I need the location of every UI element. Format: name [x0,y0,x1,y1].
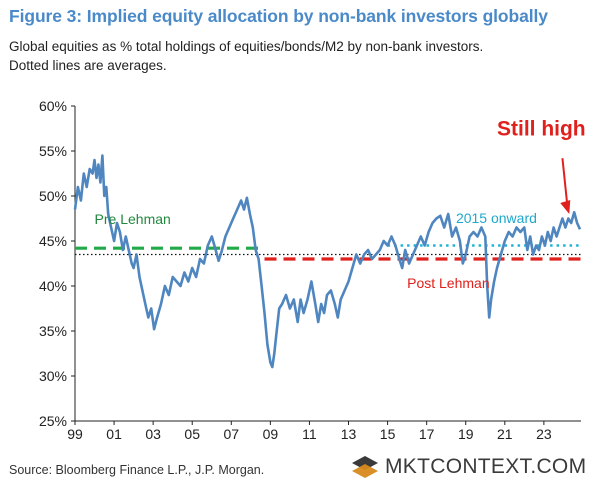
still-high-arrow-head [560,200,571,214]
subtitle-line-1: Global equities as % total holdings of e… [9,39,484,54]
series-layer [73,154,582,369]
x-tick-label: 01 [106,426,122,442]
x-tick-label: 17 [419,426,435,442]
mktcontext-logo: MKTCONTEXT.COM [351,455,586,479]
x-tick-label: 99 [67,426,83,442]
y-tick-label: 45% [39,233,67,249]
figure-title: Figure 3: Implied equity allocation by n… [9,6,548,26]
y-tick-label: 60% [39,98,67,114]
y-tick-label: 30% [39,368,67,384]
y-tick-label: 40% [39,278,67,294]
x-tick-label: 05 [184,426,200,442]
chart-axes: 25% 30% 35% 40% 45% 50% 55% 60% 99 01 03 05 07 09 11 13… [39,98,581,442]
mktcontext-logo-icon [352,456,378,478]
pre-lehman-label: Pre Lehman [95,211,171,227]
source-note: Source: Bloomberg Finance L.P., J.P. Mor… [9,463,265,477]
x-tick-label: 07 [224,426,240,442]
chart-labels: Pre Lehman Post Lehman 2015 onward Still hi… [95,118,586,291]
x-tick-label: 23 [536,426,552,442]
x-tick-label: 03 [145,426,161,442]
y-tick-label: 55% [39,143,67,159]
average-lines [75,244,581,261]
equity-allocation-line [73,154,582,369]
y-tick-label: 50% [39,188,67,204]
x-tick-label: 15 [380,426,396,442]
x-tick-label: 21 [497,426,513,442]
subtitle-line-2: Dotted lines are averages. [9,58,167,73]
x-tick-label: 19 [458,426,474,442]
y-tick-label: 25% [39,413,67,429]
still-high-arrow-shaft [561,158,569,206]
still-high-annotation: Still high [497,118,586,141]
y-tick-label: 35% [39,323,67,339]
x-tick-label: 13 [341,426,357,442]
logo-text: MKTCONTEXT.COM [385,455,587,478]
x-tick-label: 11 [302,426,317,442]
post-lehman-label: Post Lehman [407,275,490,291]
x-tick-label: 09 [263,426,279,442]
average-2015-onward-label: 2015 onward [456,210,537,226]
figure-subtitle: Global equities as % total holdings of e… [9,37,483,75]
